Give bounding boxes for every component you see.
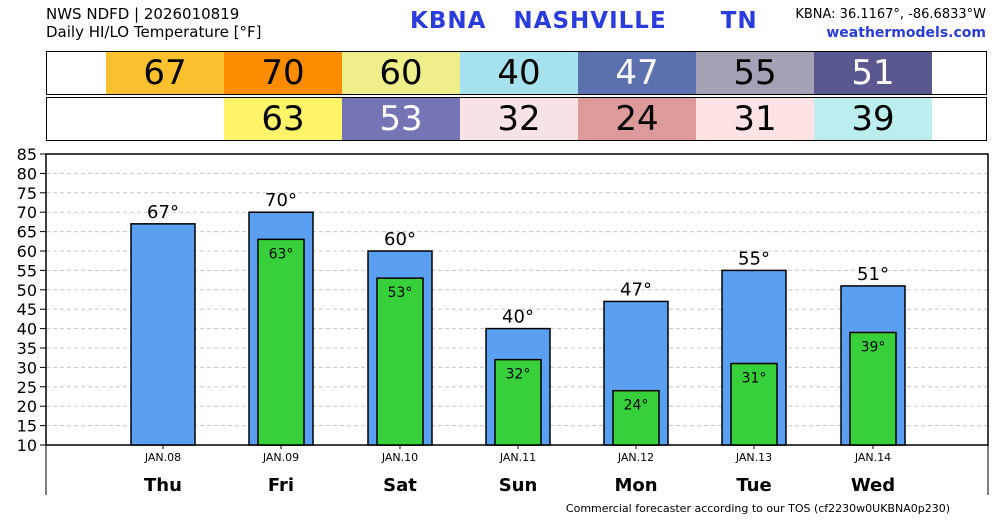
x-day-label: Wed: [851, 475, 895, 496]
low-bar-label: 63°: [269, 246, 294, 262]
x-day-label: Fri: [268, 475, 294, 496]
low-temp-cell: 63: [224, 98, 342, 140]
y-tick-label: 60: [17, 242, 37, 261]
low-temp-cell: 53: [342, 98, 460, 140]
station-coords: KBNA: 36.1167°, -86.6833°W: [795, 7, 986, 22]
low-bar-label: 31°: [742, 371, 767, 387]
high-temp-strip: 67 70 60 40 47 55 51: [46, 51, 987, 95]
low-temp-cell: [106, 98, 224, 140]
high-bar-label: 55°: [738, 248, 770, 269]
y-tick-label: 50: [17, 281, 37, 300]
model-run-label: NWS NDFD | 2026010819: [46, 5, 240, 23]
high-temp-cell: 60: [342, 52, 460, 94]
high-temp-cell: 47: [578, 52, 696, 94]
y-tick-label: 25: [17, 378, 37, 397]
x-date-label: JAN.13: [735, 451, 772, 464]
high-bar-label: 51°: [857, 264, 889, 285]
product-label: Daily HI/LO Temperature [°F]: [46, 23, 262, 41]
y-tick-label: 75: [17, 184, 37, 203]
high-bar-label: 60°: [384, 229, 416, 250]
x-date-label: JAN.14: [854, 451, 891, 464]
low-temp-cell: 24: [578, 98, 696, 140]
x-day-label: Mon: [614, 475, 657, 496]
y-tick-label: 40: [17, 320, 37, 339]
low-bar-label: 39°: [861, 339, 886, 355]
high-temp-cell: 51: [814, 52, 932, 94]
x-day-label: Sat: [383, 475, 417, 496]
high-bar-label: 47°: [620, 279, 652, 300]
low-bar: [494, 358, 542, 446]
x-day-label: Tue: [736, 475, 771, 496]
y-tick-label: 55: [17, 261, 37, 280]
high-bar: [130, 223, 196, 446]
station-title: KBNA NASHVILLE TN: [410, 8, 758, 34]
y-tick-label: 85: [17, 145, 37, 164]
low-bar-label: 24°: [624, 398, 649, 414]
low-temp-cell: 39: [814, 98, 932, 140]
low-bar: [849, 331, 897, 446]
low-temp-strip: 63 53 32 24 31 39: [46, 97, 987, 141]
footer-note: Commercial forecaster according to our T…: [565, 502, 950, 515]
low-bar: [257, 238, 305, 446]
x-day-label: Sun: [499, 475, 538, 496]
y-tick-label: 70: [17, 203, 37, 222]
y-tick-label: 10: [17, 436, 37, 455]
x-date-label: JAN.08: [144, 451, 181, 464]
high-temp-cell: 70: [224, 52, 342, 94]
high-bar-label: 40°: [502, 307, 534, 328]
header-left: NWS NDFD | 2026010819 Daily HI/LO Temper…: [46, 5, 262, 41]
header-right: KBNA: 36.1167°, -86.6833°W weathermodels…: [795, 6, 986, 42]
y-tick-label: 80: [17, 164, 37, 183]
y-tick-label: 15: [17, 417, 37, 436]
high-temp-cell: 40: [460, 52, 578, 94]
low-bar-label: 32°: [506, 367, 531, 383]
y-tick-label: 30: [17, 358, 37, 377]
x-date-label: JAN.11: [499, 451, 536, 464]
y-tick-label: 20: [17, 397, 37, 416]
x-date-label: JAN.12: [617, 451, 654, 464]
x-date-label: JAN.09: [262, 451, 299, 464]
low-bar: [730, 362, 778, 446]
y-tick-label: 35: [17, 339, 37, 358]
low-bar: [376, 277, 424, 446]
site-link[interactable]: weathermodels.com: [826, 25, 986, 41]
low-temp-cell: 32: [460, 98, 578, 140]
high-bar-label: 70°: [265, 190, 297, 211]
low-bar-label: 53°: [388, 285, 413, 301]
x-date-label: JAN.10: [381, 451, 418, 464]
low-temp-cell: 31: [696, 98, 814, 140]
high-bar-label: 67°: [147, 202, 179, 223]
high-temp-cell: 67: [106, 52, 224, 94]
y-tick-label: 45: [17, 300, 37, 319]
x-day-label: Thu: [144, 475, 182, 496]
y-tick-label: 65: [17, 223, 37, 242]
high-temp-cell: 55: [696, 52, 814, 94]
